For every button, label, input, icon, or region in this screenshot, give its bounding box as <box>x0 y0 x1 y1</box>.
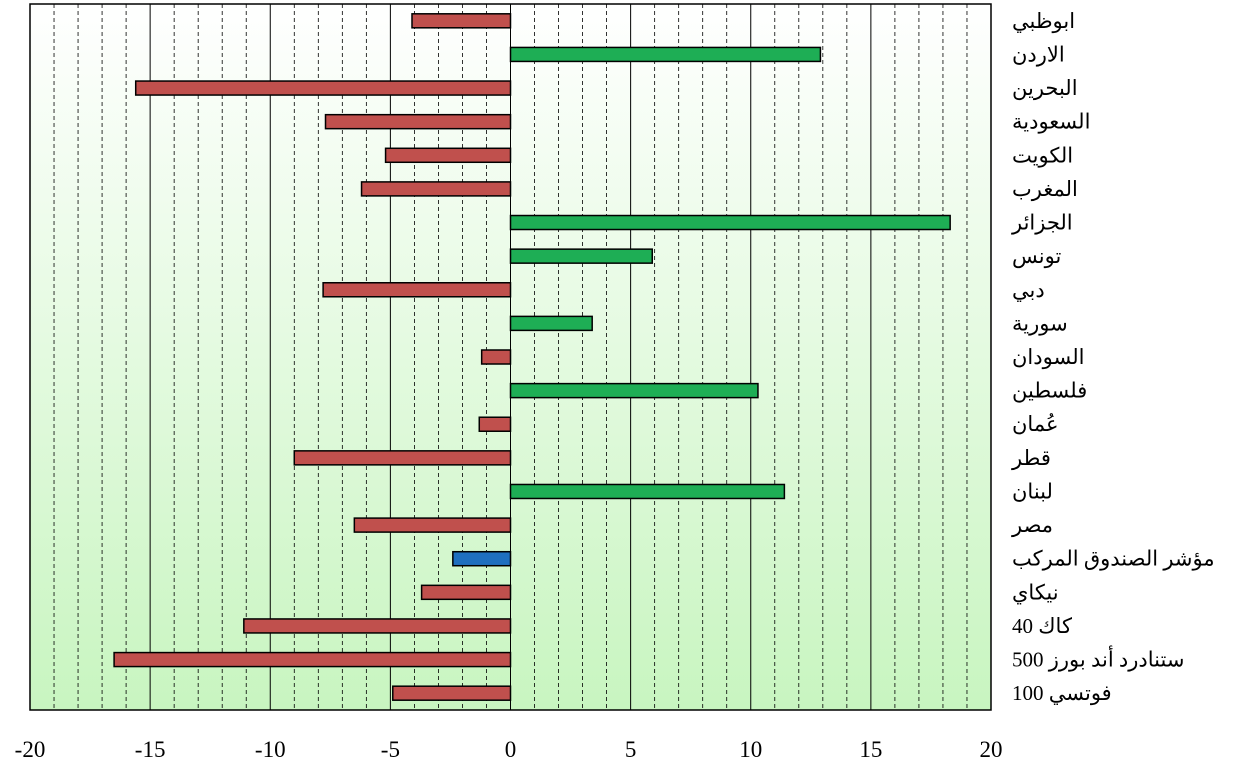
category-label: الجزائر <box>1011 211 1073 236</box>
category-label: المغرب <box>1012 177 1078 202</box>
bar <box>509 214 951 231</box>
category-label: دبي <box>1012 278 1045 302</box>
bar <box>509 315 593 332</box>
x-tick-label: 15 <box>859 737 882 762</box>
bar <box>353 517 512 533</box>
x-tick-label: -10 <box>255 737 286 762</box>
category-label: البحرين <box>1012 76 1078 101</box>
bar <box>360 181 512 197</box>
x-tick-label: -5 <box>381 737 400 762</box>
category-label: السعودية <box>1012 110 1090 135</box>
x-tick-label: 0 <box>505 737 517 762</box>
bar <box>384 147 512 164</box>
category-label: نيكاي <box>1012 580 1059 604</box>
category-labels: ابوظبي الاردن البحرين السعودية الكويت المغرب ا… <box>1011 9 1215 706</box>
bar <box>509 46 822 63</box>
x-tick-label: -20 <box>15 737 46 762</box>
bar <box>452 550 512 567</box>
category-label: الاردن <box>1012 42 1065 67</box>
bar <box>509 382 759 399</box>
category-label: لبنان <box>1012 479 1053 503</box>
bar <box>113 651 512 668</box>
x-tick-labels: -20 -15 -10 -5 0 5 10 15 20 <box>15 737 1003 762</box>
category-label: مصر <box>1011 513 1053 538</box>
bar <box>411 13 512 29</box>
bar <box>293 450 512 466</box>
bar <box>392 685 512 701</box>
category-label: الكويت <box>1012 143 1073 168</box>
category-label: عُمان <box>1012 412 1059 436</box>
bar <box>420 584 512 601</box>
bars <box>113 13 951 701</box>
x-tick-label: 5 <box>625 737 637 762</box>
category-label: ستنادرد أند بورز 500 <box>1012 645 1184 673</box>
plot-frame <box>29 3 992 711</box>
category-label: تونس <box>1012 244 1061 269</box>
category-label: السودان <box>1012 345 1084 370</box>
category-label: ابوظبي <box>1012 9 1075 34</box>
bar <box>509 483 786 500</box>
bar <box>324 113 512 130</box>
category-label: سورية <box>1012 311 1068 336</box>
x-tick-label: 10 <box>739 737 762 762</box>
category-label: فوتسي 100 <box>1012 681 1112 706</box>
bar <box>480 349 512 365</box>
x-tick-label: -15 <box>135 737 166 762</box>
bar <box>134 80 512 96</box>
bar <box>243 618 512 634</box>
category-label: فلسطين <box>1012 379 1087 404</box>
x-tick-label: 20 <box>980 737 1003 762</box>
bar <box>322 282 512 298</box>
category-label: قطر <box>1011 446 1051 471</box>
category-label: كاك 40 <box>1012 614 1072 638</box>
bar <box>509 248 653 264</box>
bar <box>478 416 512 432</box>
category-label: مؤشر الصندوق المركب <box>1012 547 1215 572</box>
